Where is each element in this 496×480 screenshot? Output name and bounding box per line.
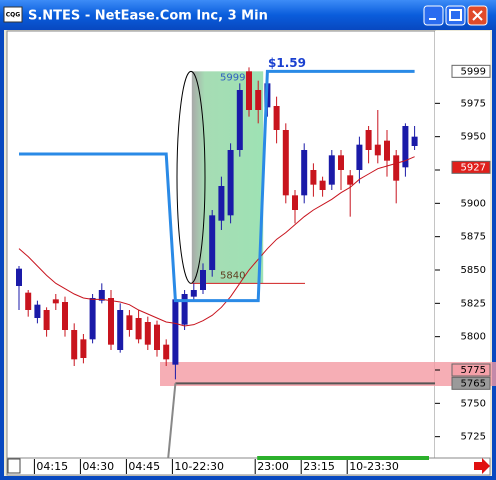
candle-body <box>62 302 68 330</box>
x-tick-label: 10-22:30 <box>174 460 224 473</box>
x-tick-label: 23:15 <box>303 460 335 473</box>
candle-body <box>246 71 252 110</box>
candle-body <box>43 310 50 330</box>
window-title: S.NTES - NetEase.Com Inc, 3 Min <box>28 9 268 24</box>
candle-body <box>356 144 363 170</box>
zone-high-label: 5999 <box>220 72 245 83</box>
minimize-button[interactable] <box>423 5 444 26</box>
y-tick-label: 5900 <box>461 198 486 209</box>
price-marker-label: 5765 <box>461 378 486 389</box>
x-tick-label: 04:15 <box>36 460 68 473</box>
candle-body <box>255 90 262 110</box>
candle-body <box>89 298 96 340</box>
candle-body <box>338 155 344 170</box>
y-tick-label: 5875 <box>461 232 486 243</box>
candle-body <box>16 268 22 286</box>
y-tick-label: 5800 <box>461 332 486 343</box>
app-icon-text: CQG <box>6 12 21 19</box>
price-marker-label: 5999 <box>461 66 486 77</box>
moving-average <box>18 156 415 327</box>
candle-body <box>209 215 216 270</box>
candle-body <box>25 292 32 310</box>
maximize-icon <box>449 9 462 21</box>
candle-body <box>227 150 234 216</box>
candle-body <box>384 140 390 161</box>
candle-body <box>117 310 124 350</box>
zone-rect <box>191 71 264 284</box>
candle-body <box>310 170 317 185</box>
x-tick-label: 10-23:30 <box>349 460 399 473</box>
y-tick-label: 5950 <box>461 132 486 143</box>
y-tick-label: 5975 <box>461 98 486 109</box>
price-axis <box>435 31 490 458</box>
candle-body <box>98 290 105 301</box>
candle-body <box>172 299 179 365</box>
step-line <box>19 69 415 303</box>
candle-body <box>144 322 151 345</box>
candle-body <box>365 130 372 150</box>
close-icon <box>472 10 483 21</box>
candle-body <box>52 299 59 304</box>
y-tick-label: 5825 <box>461 298 486 309</box>
candle-body <box>374 144 381 156</box>
maximize-button[interactable] <box>445 5 466 26</box>
title-bar <box>0 0 496 30</box>
highlight-band <box>160 362 496 386</box>
price-marker <box>451 160 491 174</box>
session-bar <box>257 456 429 460</box>
candle-body <box>200 270 206 290</box>
candle-body <box>328 155 335 185</box>
guide-line <box>167 383 177 459</box>
minimize-icon <box>429 18 436 20</box>
x-tick-label: 23:00 <box>257 460 289 473</box>
candle-body <box>135 318 142 340</box>
candle-body <box>402 126 409 168</box>
zone-value-label: $1.59 <box>268 56 306 70</box>
y-tick-label: 5750 <box>461 398 486 409</box>
candle-body <box>319 180 326 190</box>
y-tick-label: 5725 <box>461 432 486 443</box>
candle-body <box>393 155 400 181</box>
candle-body <box>154 324 160 350</box>
candle-body <box>126 315 133 330</box>
price-marker-label: 5775 <box>461 365 486 376</box>
price-marker <box>451 363 491 377</box>
candle-body <box>181 294 188 325</box>
candle-body <box>301 150 308 196</box>
zone-low-label: 5840 <box>220 270 245 281</box>
candle-body <box>108 298 114 345</box>
app-icon[interactable] <box>3 6 23 23</box>
plot: 5999 5840 $1.59 5725 5750 5775 5800 5825 5850 587… <box>16 56 496 474</box>
candle-body <box>347 175 354 185</box>
price-marker <box>451 376 491 390</box>
scroll-arrow[interactable] <box>474 458 490 474</box>
time-axis <box>6 457 491 476</box>
y-tick-label: 5850 <box>461 265 486 276</box>
candle-body <box>190 290 197 297</box>
x-tick-label: 04:30 <box>82 460 114 473</box>
candle-body <box>71 330 78 360</box>
price-marker-label: 5927 <box>461 162 486 173</box>
candle-body <box>218 186 225 221</box>
candle-body <box>236 90 243 150</box>
zone-ellipse <box>176 70 206 284</box>
x-tick-label: 04:45 <box>128 460 160 473</box>
candle-body <box>292 195 298 210</box>
candle-body <box>411 136 418 146</box>
candle-body <box>163 344 170 360</box>
candle-body <box>282 130 289 196</box>
corner-box[interactable] <box>7 458 21 474</box>
price-marker <box>451 64 491 78</box>
candle-body <box>34 304 41 318</box>
candle-body <box>80 339 87 358</box>
candle-body <box>273 106 280 130</box>
